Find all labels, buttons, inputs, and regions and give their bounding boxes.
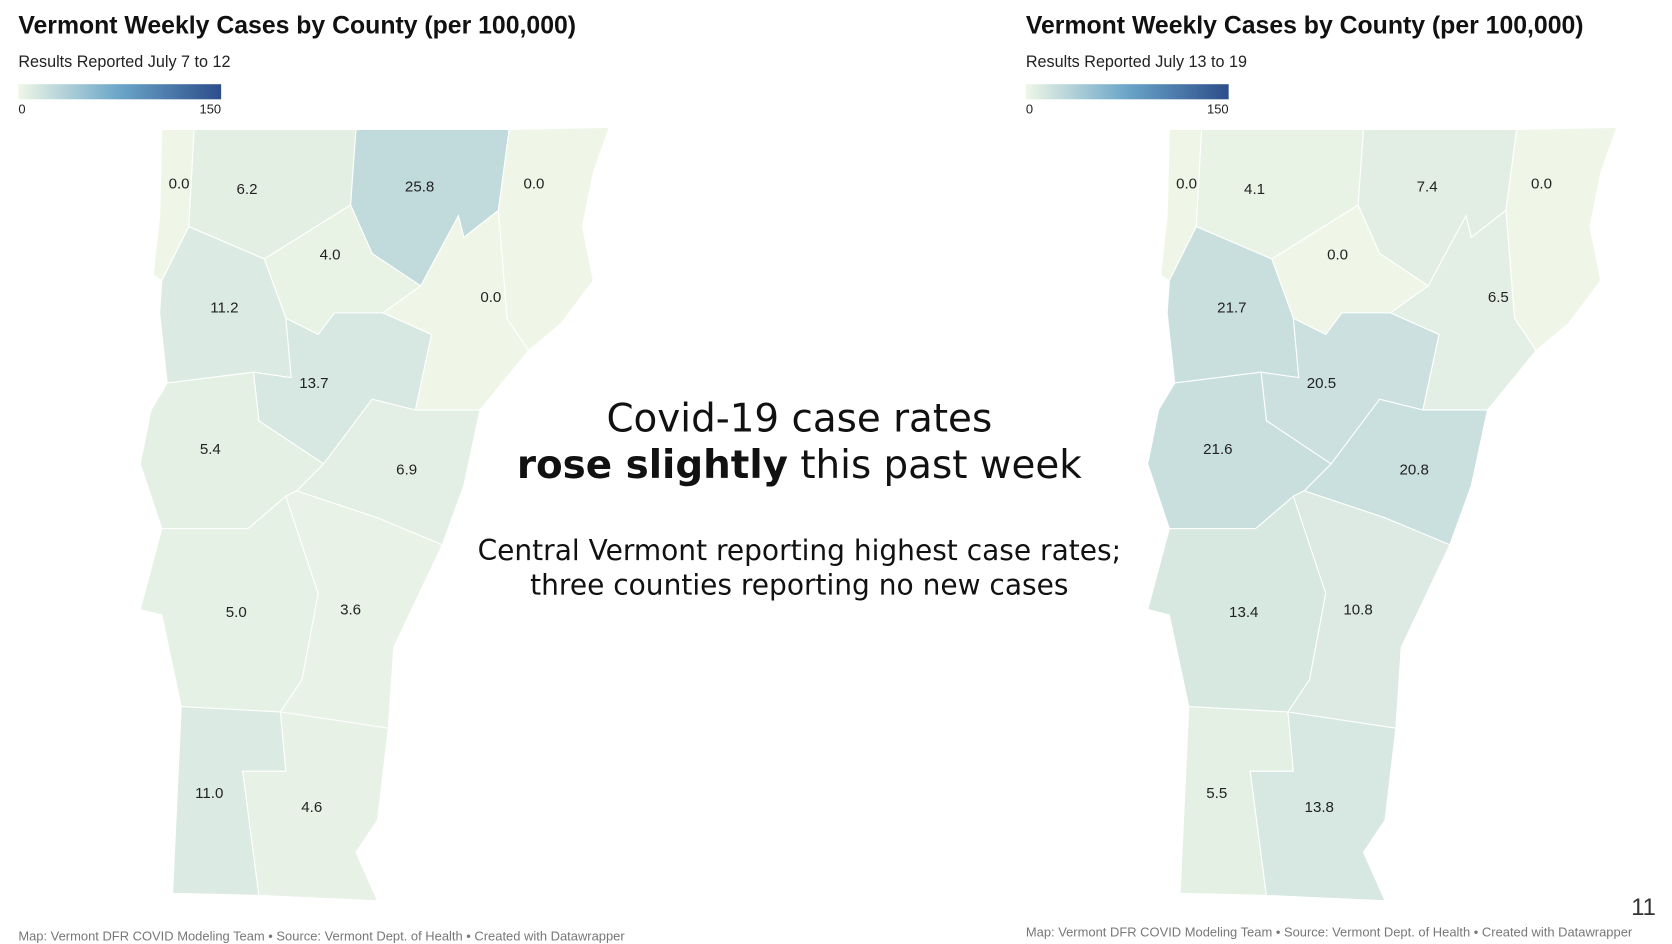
county-value: 13.4: [1229, 604, 1258, 621]
county: [1505, 126, 1618, 352]
county-value: 0.0: [480, 289, 501, 306]
legend-label: 150: [200, 101, 222, 116]
county-value: 0.0: [1327, 247, 1348, 264]
county: [242, 711, 389, 902]
headline-2: rose slightly this past week: [517, 443, 1082, 488]
county-value: 13.8: [1305, 799, 1334, 816]
map-title: Vermont Weekly Cases by County (per 100,…: [1026, 13, 1584, 40]
source: Map: Vermont DFR COVID Modeling Team • S…: [1026, 924, 1633, 939]
body-line: Central Vermont reporting highest case r…: [478, 534, 1121, 567]
county: [279, 490, 444, 729]
legend-bar: [18, 84, 222, 100]
county-value: 0.0: [1176, 176, 1197, 193]
headline-rest: this past week: [788, 443, 1082, 488]
county: [1249, 711, 1397, 902]
county-value: 3.6: [340, 602, 361, 619]
county-value: 0.0: [523, 176, 544, 193]
county: [497, 126, 611, 352]
legend-label: 0: [18, 101, 25, 116]
map-subtitle: Results Reported July 13 to 19: [1026, 53, 1247, 71]
county-value: 5.4: [200, 441, 221, 458]
map: Vermont Weekly Cases by County (per 100,…: [1025, 13, 1633, 939]
county-value: 6.5: [1488, 289, 1509, 306]
county-value: 13.7: [299, 375, 328, 392]
county-value: 0.0: [169, 176, 190, 193]
page-number: 11: [1631, 895, 1656, 921]
legend-bar: [1025, 84, 1229, 100]
county-value: 0.0: [1531, 176, 1552, 193]
source: Map: Vermont DFR COVID Modeling Team • S…: [18, 929, 625, 944]
legend-label: 150: [1207, 101, 1229, 116]
county-value: 4.0: [320, 247, 341, 264]
county-value: 11.2: [210, 300, 238, 317]
body-line: three counties reporting no new cases: [530, 568, 1068, 601]
legend-label: 0: [1026, 101, 1033, 116]
headline: Covid-19 case rates: [606, 397, 992, 442]
county-value: 4.6: [301, 799, 322, 816]
county-value: 21.6: [1203, 441, 1232, 458]
county-value: 25.8: [405, 179, 434, 196]
county-value: 10.8: [1343, 602, 1372, 619]
county-value: 4.1: [1244, 181, 1265, 198]
county-value: 5.0: [226, 604, 247, 621]
county-value: 20.5: [1307, 375, 1336, 392]
county-value: 21.7: [1217, 300, 1246, 317]
headline-bold: rose slightly: [517, 443, 788, 488]
county-value: 7.4: [1417, 179, 1438, 196]
county-value: 5.5: [1206, 785, 1227, 802]
county-value: 11.0: [195, 785, 223, 802]
county: [1287, 490, 1451, 729]
map-title: Vermont Weekly Cases by County (per 100,…: [18, 13, 576, 40]
county-value: 6.9: [396, 461, 417, 478]
map: Vermont Weekly Cases by County (per 100,…: [18, 13, 625, 944]
map-subtitle: Results Reported July 7 to 12: [18, 53, 230, 71]
county-value: 20.8: [1399, 461, 1428, 478]
county-value: 6.2: [237, 181, 258, 198]
